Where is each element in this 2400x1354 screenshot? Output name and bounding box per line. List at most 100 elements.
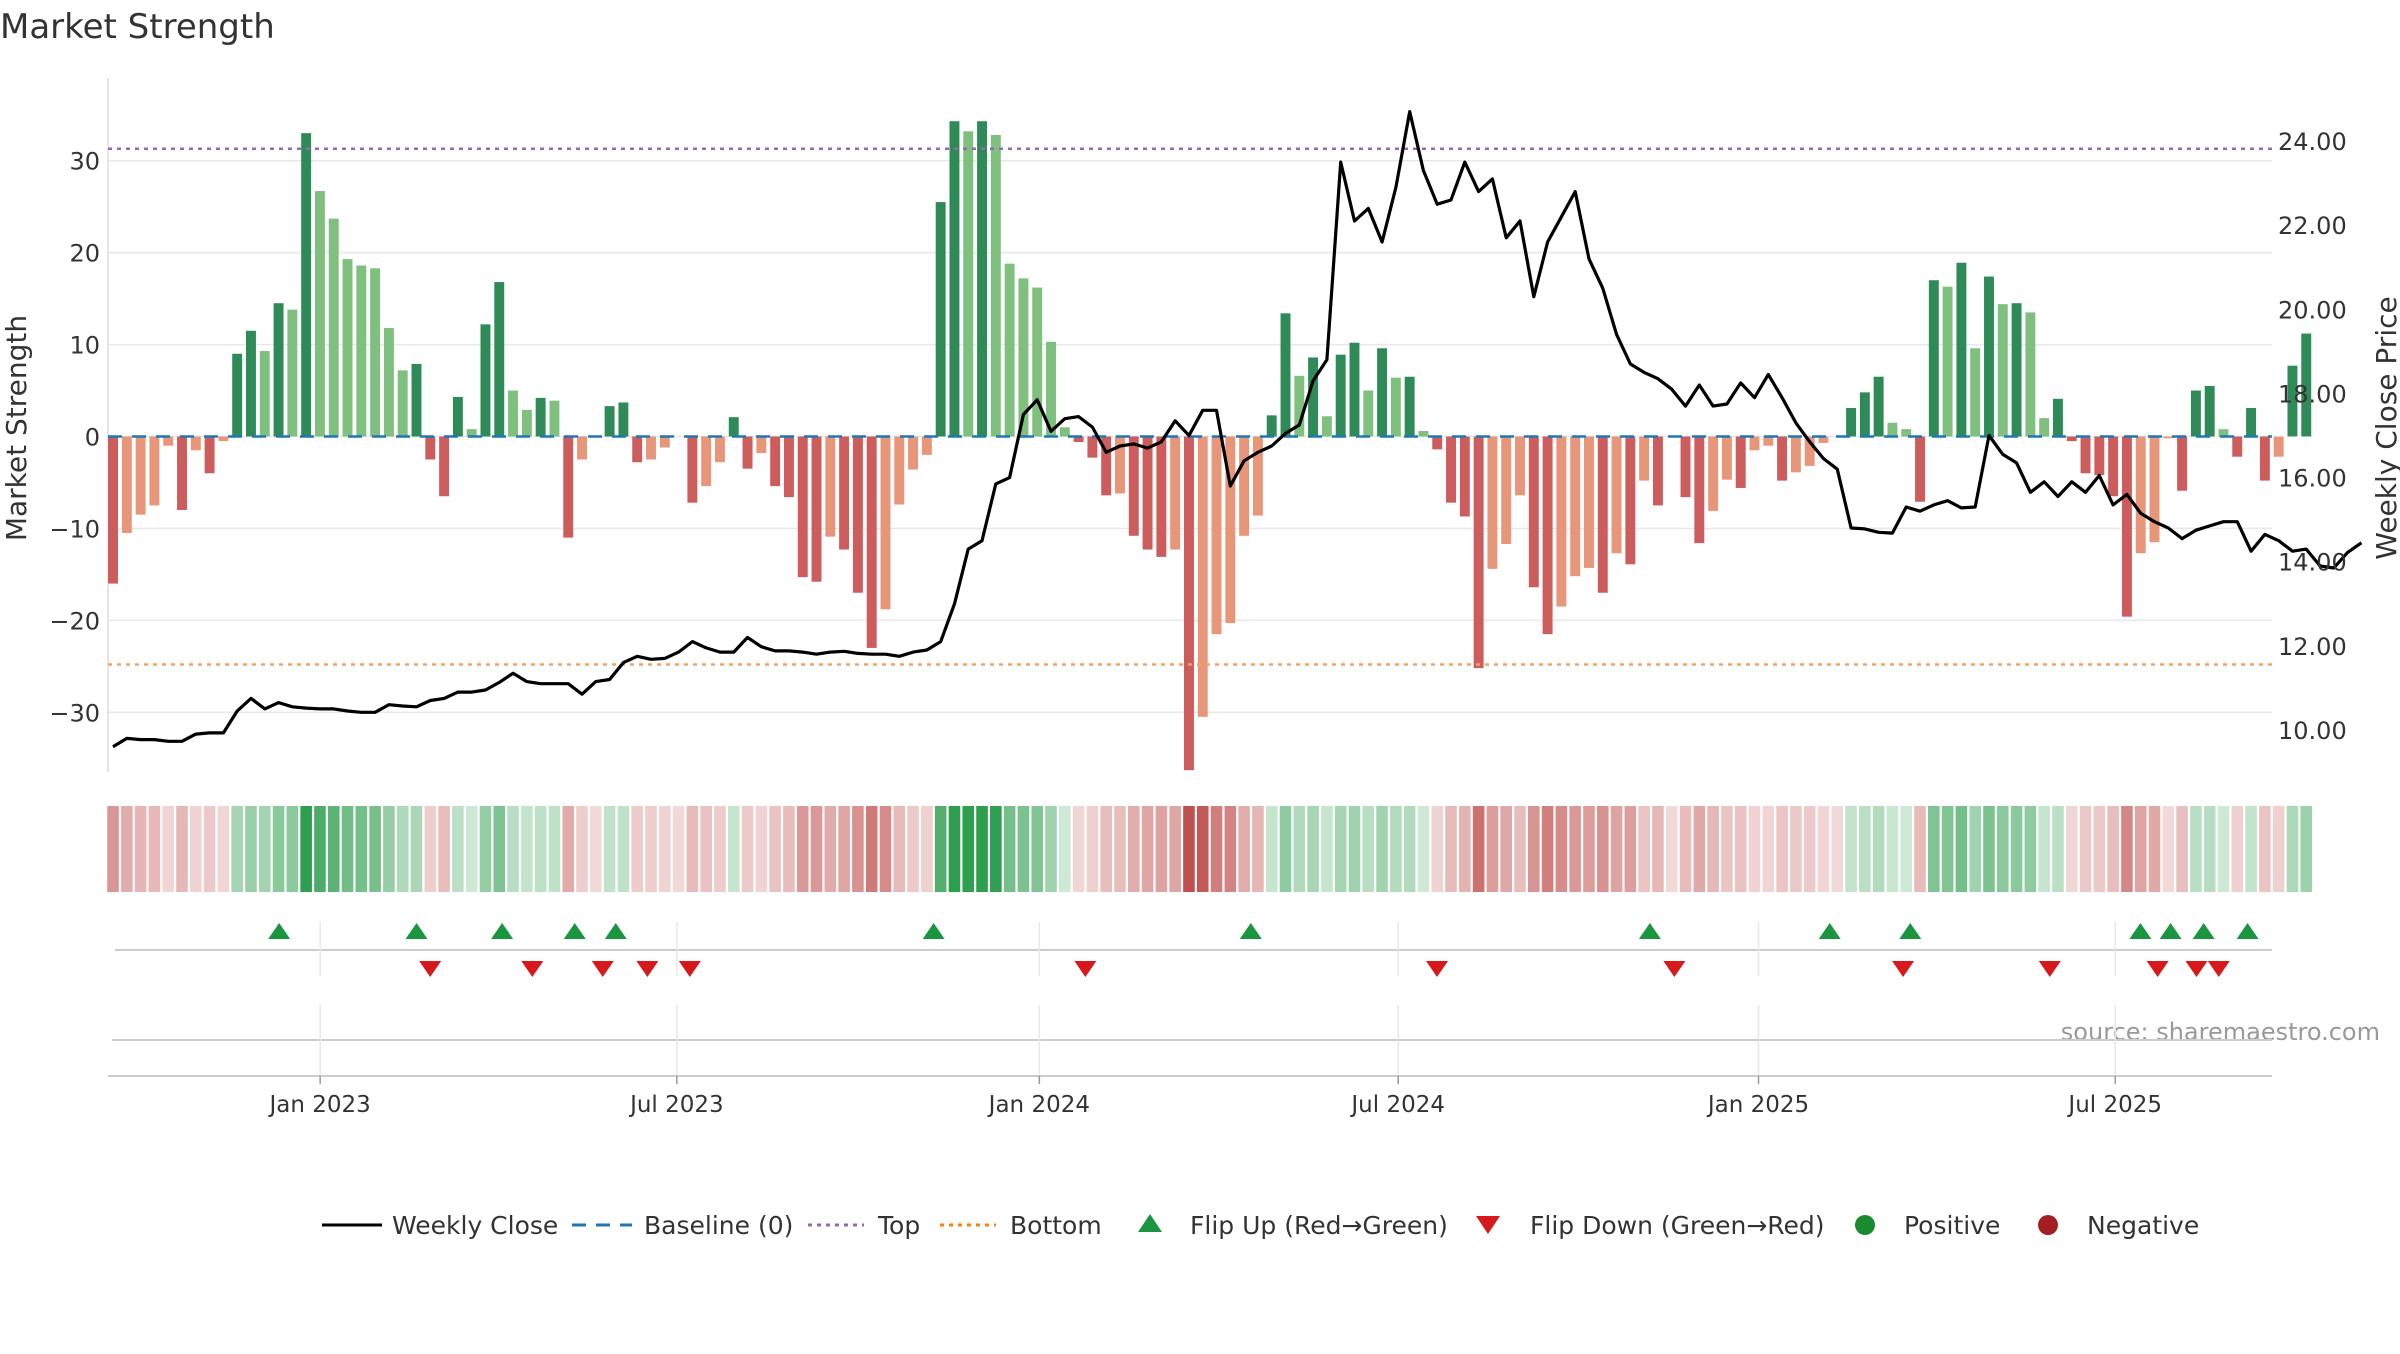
strength-bar <box>2273 436 2284 457</box>
strength-strip-cell <box>2024 806 2037 892</box>
strength-bar <box>535 397 546 437</box>
strength-bar <box>1197 436 1208 717</box>
strength-bar <box>963 131 974 437</box>
strength-bar <box>977 121 988 437</box>
strength-strip-cell <box>1486 806 1499 892</box>
strength-strip-cell <box>1100 806 1112 892</box>
strength-strip-cell <box>2148 806 2161 892</box>
strength-strip-cell <box>507 806 519 892</box>
strength-bar <box>218 436 229 442</box>
strength-strip-cell <box>1141 806 1154 892</box>
strength-strip-cell <box>645 806 657 892</box>
strength-strip-cell <box>1624 806 1637 892</box>
strength-strip-cell <box>783 806 795 892</box>
strength-strip-cell <box>1859 806 1871 892</box>
strength-bar <box>1142 436 1153 550</box>
strength-strip-cell <box>1376 806 1388 892</box>
flip-down-marker <box>636 961 659 977</box>
strength-bar <box>1377 348 1388 437</box>
strength-bar <box>1901 429 1912 437</box>
strength-bar <box>1115 436 1125 494</box>
strength-bar <box>1073 436 1084 443</box>
flip-up-marker <box>1899 923 1922 939</box>
strength-strip-cell <box>2245 806 2257 892</box>
weekly-close-line <box>112 109 2363 749</box>
strength-strip-cell <box>203 806 216 892</box>
strength-strip-cell <box>1003 806 1016 892</box>
strength-strip-cell <box>1127 806 1140 892</box>
strength-strip-cell <box>1431 806 1444 892</box>
strength-strip-cell <box>2079 806 2092 892</box>
strength-strip-cell <box>962 806 975 892</box>
strength-bar <box>2218 429 2229 437</box>
strength-strip-cell <box>1983 806 1995 892</box>
strength-bar <box>2190 390 2201 437</box>
strength-bar <box>1087 436 1098 458</box>
strength-bar <box>425 436 436 460</box>
strength-strip-cell <box>1196 806 1209 892</box>
strength-bar <box>328 218 339 437</box>
strength-bar <box>563 436 574 538</box>
strength-strip-cell <box>2231 806 2244 892</box>
strength-strip-cell <box>1417 806 1430 892</box>
right-tick-label: 22.00 <box>2278 212 2347 240</box>
flip-down-marker <box>1426 961 1449 977</box>
x-tick-label: Jan 2025 <box>1706 1092 1809 1118</box>
strength-strip-cell <box>272 806 285 892</box>
strength-strip-cell <box>2300 806 2313 892</box>
strength-bar <box>149 436 160 506</box>
strength-bar <box>756 436 767 454</box>
strength-bar <box>1239 436 1250 536</box>
flip-up-marker <box>268 923 291 939</box>
strength-bar <box>618 402 629 437</box>
strength-bar <box>632 436 643 463</box>
strength-bar <box>2121 436 2132 617</box>
strength-strip-cell <box>796 806 809 892</box>
strength-bar <box>604 406 615 437</box>
strength-strip-cell <box>1638 806 1650 892</box>
strength-strip-cell <box>176 806 188 892</box>
strength-strip-cell <box>1748 806 1761 892</box>
strength-bar <box>1804 436 1815 466</box>
strength-bar <box>1046 341 1056 437</box>
strength-bar <box>2287 365 2298 437</box>
strength-bar <box>839 436 850 550</box>
strength-strip-cell <box>1872 806 1885 892</box>
strength-strip-cell <box>1734 806 1747 892</box>
strength-strip-cell <box>921 806 933 892</box>
strength-strip-cell <box>327 806 340 892</box>
strength-strip-cell <box>562 806 575 892</box>
strength-strip-cell <box>1265 806 1278 892</box>
strength-bar <box>383 328 394 437</box>
strength-strip-cell <box>1679 806 1692 892</box>
strength-bar <box>1404 376 1415 437</box>
strength-bar <box>1818 436 1829 443</box>
strength-strip-cell <box>893 806 906 892</box>
strength-bar <box>1970 348 1981 437</box>
strength-strip-cell <box>424 806 437 892</box>
strength-strip-cell <box>258 806 271 892</box>
strength-strip-cell <box>1941 806 1954 892</box>
strength-bar <box>1004 263 1015 437</box>
strength-strip-cell <box>576 806 588 892</box>
strength-bar <box>1859 392 1870 437</box>
strength-strip-cell <box>2286 806 2299 892</box>
strength-strip-cell <box>769 806 781 892</box>
strength-strip-cell <box>314 806 326 892</box>
strength-strip-cell <box>1155 806 1168 892</box>
legend-dot-icon <box>1855 1215 1875 1235</box>
strength-strip-cell <box>741 806 754 892</box>
legend-entry-label: Flip Down (Green→Red) <box>1530 1211 1825 1240</box>
flip-down-marker <box>2146 961 2169 977</box>
strength-strip-cell <box>2259 806 2271 892</box>
strength-strip-cell <box>1541 806 1554 892</box>
strength-bar <box>1252 436 1263 516</box>
strength-bar <box>1432 436 1443 450</box>
strength-strip-cell <box>755 806 768 892</box>
legend-entry-label: Top <box>877 1211 920 1240</box>
flip-up-marker <box>1638 923 1661 939</box>
strength-strip-cell <box>2065 806 2078 892</box>
strength-bar <box>521 409 532 437</box>
strength-strip-cell <box>2272 806 2285 892</box>
strength-bar <box>1487 436 1498 569</box>
